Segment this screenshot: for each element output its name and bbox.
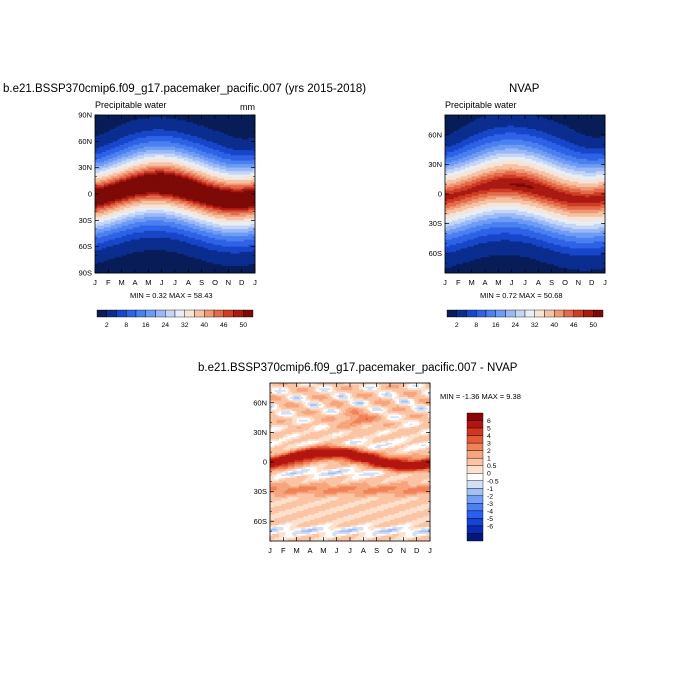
panel1-heatmap	[95, 115, 255, 273]
